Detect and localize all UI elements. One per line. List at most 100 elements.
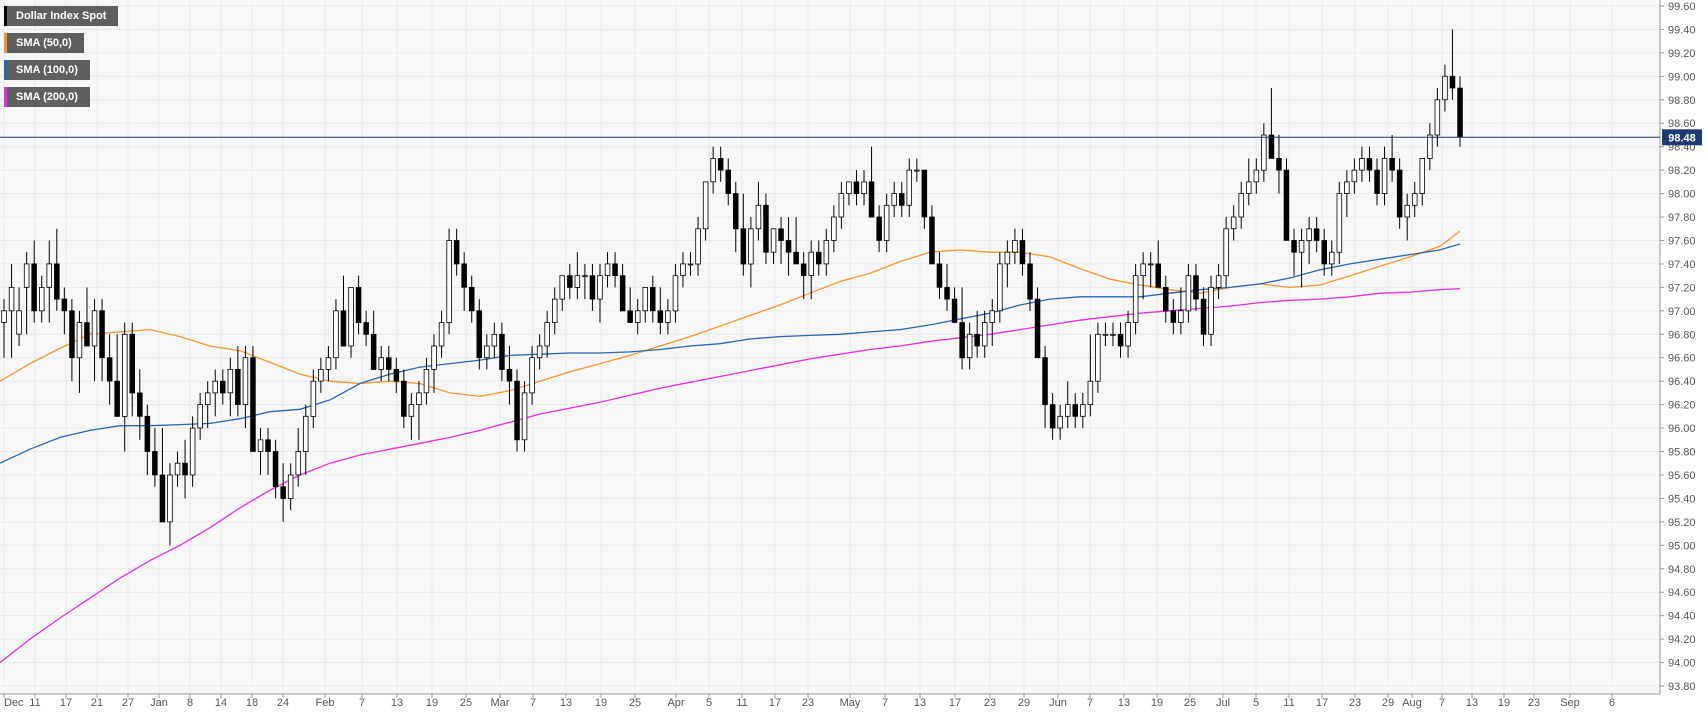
candle-down[interactable]	[1457, 87, 1463, 138]
candle-up[interactable]	[680, 263, 686, 276]
candle-up[interactable]	[39, 286, 45, 312]
candle-down[interactable]	[468, 286, 475, 312]
candle-up[interactable]	[1148, 263, 1154, 266]
candle-up[interactable]	[446, 240, 452, 323]
candle-down[interactable]	[385, 357, 392, 370]
candle-up[interactable]	[1215, 275, 1222, 288]
candle-up[interactable]	[642, 286, 649, 312]
candle-down[interactable]	[740, 228, 747, 265]
candle-up[interactable]	[582, 275, 588, 278]
candle-up[interactable]	[665, 310, 671, 323]
candle-up[interactable]	[491, 333, 498, 347]
candle-down[interactable]	[514, 380, 520, 441]
candle-down[interactable]	[657, 310, 664, 323]
candle-up[interactable]	[846, 181, 852, 194]
candle-down[interactable]	[84, 322, 90, 347]
candle-down[interactable]	[182, 462, 188, 476]
candle-up[interactable]	[423, 368, 430, 394]
candle-down[interactable]	[355, 286, 362, 323]
candle-up[interactable]	[408, 404, 415, 417]
candle-up[interactable]	[174, 462, 181, 476]
candle-down[interactable]	[106, 357, 113, 382]
candle-up[interactable]	[76, 322, 83, 359]
candle-up[interactable]	[1404, 204, 1411, 218]
candle-up[interactable]	[1238, 193, 1245, 218]
candle-down[interactable]	[461, 263, 467, 288]
candle-down[interactable]	[476, 310, 482, 359]
candle-up[interactable]	[544, 322, 550, 347]
candle-down[interactable]	[936, 263, 943, 288]
candle-up[interactable]	[770, 228, 777, 253]
candle-up[interactable]	[1, 310, 7, 323]
candle-down[interactable]	[717, 157, 724, 171]
candle-up[interactable]	[748, 228, 754, 265]
candle-down[interactable]	[1321, 240, 1328, 265]
candle-up[interactable]	[189, 427, 196, 476]
candle-up[interactable]	[1178, 310, 1184, 323]
candle-down[interactable]	[1155, 263, 1162, 288]
candle-down[interactable]	[31, 263, 37, 312]
candle-up[interactable]	[1298, 240, 1305, 253]
candle-down[interactable]	[1200, 298, 1207, 335]
candle-up[interactable]	[529, 357, 535, 394]
candle-down[interactable]	[129, 333, 135, 394]
candle-up[interactable]	[204, 392, 211, 405]
candle-down[interactable]	[144, 415, 151, 452]
candle-up[interactable]	[982, 322, 988, 347]
candle-up[interactable]	[883, 204, 890, 241]
candle-up[interactable]	[1419, 157, 1426, 194]
candle-down[interactable]	[921, 169, 928, 218]
candle-up[interactable]	[1442, 75, 1448, 101]
candle-up[interactable]	[1434, 99, 1441, 136]
candle-down[interactable]	[1389, 157, 1395, 171]
candle-down[interactable]	[1049, 404, 1056, 429]
candle-down[interactable]	[250, 357, 256, 452]
candle-up[interactable]	[1185, 275, 1192, 312]
candle-up[interactable]	[1336, 193, 1343, 253]
candle-down[interactable]	[1034, 298, 1041, 359]
candle-down[interactable]	[1072, 404, 1079, 417]
candle-down[interactable]	[363, 322, 369, 335]
candle-down[interactable]	[785, 240, 792, 253]
candle-up[interactable]	[1359, 157, 1365, 171]
candle-up[interactable]	[91, 310, 98, 347]
candle-down[interactable]	[506, 368, 513, 382]
candle-down[interactable]	[1170, 310, 1177, 323]
candle-up[interactable]	[1329, 251, 1335, 265]
candle-down[interactable]	[1283, 169, 1290, 241]
candle-down[interactable]	[61, 298, 68, 312]
candle-up[interactable]	[808, 251, 815, 276]
candle-up[interactable]	[997, 263, 1003, 312]
candle-up[interactable]	[597, 275, 603, 300]
candle-down[interactable]	[280, 486, 286, 499]
candle-up[interactable]	[1095, 333, 1101, 382]
candle-down[interactable]	[763, 204, 769, 253]
candle-up[interactable]	[1381, 157, 1388, 194]
candle-up[interactable]	[1412, 193, 1418, 206]
candle-down[interactable]	[650, 286, 656, 312]
candle-down[interactable]	[876, 216, 882, 241]
candle-up[interactable]	[831, 216, 837, 241]
candle-up[interactable]	[838, 193, 845, 218]
candle-up[interactable]	[1125, 322, 1131, 347]
candle-down[interactable]	[619, 275, 626, 312]
candle-up[interactable]	[310, 380, 317, 417]
candle-up[interactable]	[1351, 169, 1358, 183]
candle-up[interactable]	[8, 286, 15, 312]
candle-down[interactable]	[272, 451, 279, 488]
candle-down[interactable]	[401, 380, 407, 417]
candle-up[interactable]	[604, 263, 611, 276]
candle-down[interactable]	[733, 193, 739, 230]
candle-up[interactable]	[672, 275, 679, 312]
candle-down[interactable]	[1313, 228, 1320, 241]
candle-down[interactable]	[1268, 134, 1275, 159]
candle-down[interactable]	[1374, 169, 1380, 194]
legend-sma-50[interactable]: SMA (50,0)	[4, 33, 84, 53]
candle-up[interactable]	[212, 380, 218, 394]
candle-up[interactable]	[1427, 134, 1433, 159]
candle-up[interactable]	[559, 275, 566, 300]
candle-up[interactable]	[325, 357, 332, 370]
candle-up[interactable]	[242, 357, 249, 406]
candle-down[interactable]	[1193, 275, 1199, 300]
candle-down[interactable]	[816, 251, 822, 265]
